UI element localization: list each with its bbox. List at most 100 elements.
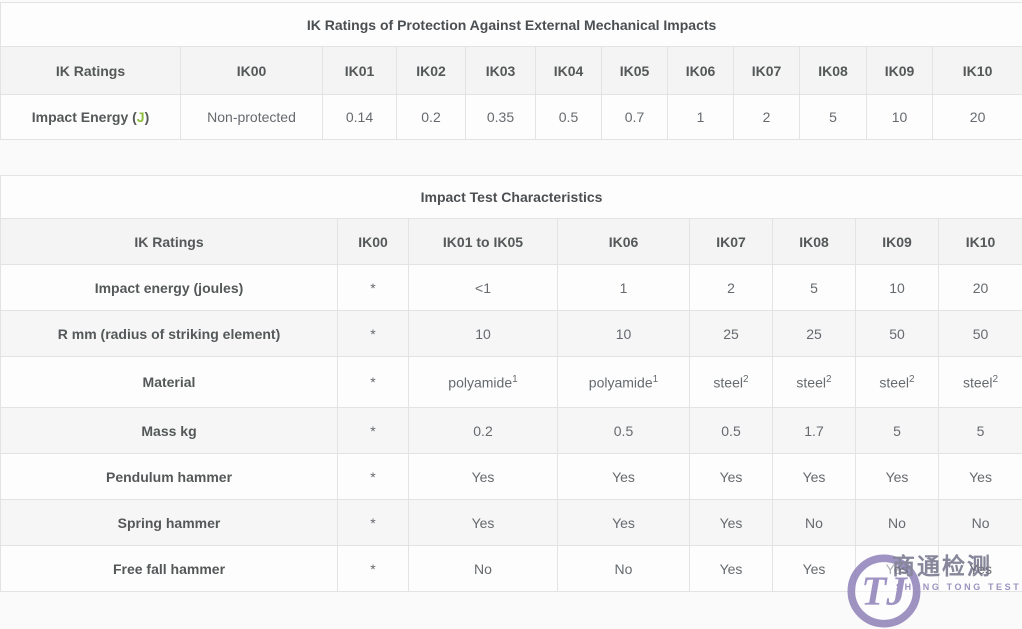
value-cell: 0.7 (602, 95, 668, 140)
value-cell: No (939, 500, 1022, 546)
value-cell: 50 (939, 311, 1022, 357)
header-cell: IK10 (939, 219, 1022, 265)
value-cell: Yes (690, 454, 773, 500)
value-cell: 5 (856, 408, 939, 454)
header-cell: IK07 (690, 219, 773, 265)
table-row: Material * polyamide1 polyamide1 steel2 … (1, 357, 1022, 408)
value-cell: Yes (690, 546, 773, 592)
header-cell: IK08 (800, 47, 867, 95)
header-cell: IK Ratings (1, 219, 338, 265)
table-title-row: IK Ratings of Protection Against Externa… (1, 3, 1022, 47)
value-cell: Yes (409, 454, 558, 500)
row-label: Spring hammer (1, 500, 338, 546)
header-cell: IK00 (338, 219, 409, 265)
header-cell: IK09 (856, 219, 939, 265)
table1-header-row: IK Ratings IK00 IK01 IK02 IK03 IK04 IK05… (1, 47, 1022, 95)
value-cell: steel2 (690, 357, 773, 408)
value-cell: Yes (558, 500, 690, 546)
header-cell: IK00 (181, 47, 323, 95)
value-cell: 20 (933, 95, 1022, 140)
table-row: Free fall hammer * No No Yes Yes Yes Yes (1, 546, 1022, 592)
row-label-text: Impact Energy ( (32, 109, 137, 125)
value-cell: 1 (558, 265, 690, 311)
row-label: Free fall hammer (1, 546, 338, 592)
table-row: Impact energy (joules) * <1 1 2 5 10 20 (1, 265, 1022, 311)
row-label: Impact energy (joules) (1, 265, 338, 311)
row-label-text: ) (145, 109, 150, 125)
header-cell: IK03 (466, 47, 536, 95)
value-cell: Yes (939, 454, 1022, 500)
ik-ratings-table: IK Ratings of Protection Against Externa… (0, 2, 1022, 140)
table-row: Pendulum hammer * Yes Yes Yes Yes Yes Ye… (1, 454, 1022, 500)
header-cell: IK10 (933, 47, 1022, 95)
table-title-row: Impact Test Characteristics (1, 176, 1022, 219)
row-label: Pendulum hammer (1, 454, 338, 500)
joule-unit: J (137, 109, 145, 125)
value-cell: 25 (773, 311, 856, 357)
value-cell: Yes (773, 546, 856, 592)
value-cell: Yes (773, 454, 856, 500)
value-cell: Yes (856, 546, 939, 592)
value-cell: * (338, 500, 409, 546)
value-cell: 0.5 (536, 95, 602, 140)
header-cell: IK04 (536, 47, 602, 95)
header-cell: IK05 (602, 47, 668, 95)
value-cell: 2 (734, 95, 800, 140)
value-cell: Yes (690, 500, 773, 546)
value-cell: * (338, 408, 409, 454)
impact-energy-row: Impact Energy (J) Non-protected 0.14 0.2… (1, 95, 1022, 140)
value-cell: 10 (867, 95, 933, 140)
value-cell: 0.5 (558, 408, 690, 454)
page: IK Ratings of Protection Against Externa… (0, 2, 1022, 592)
header-cell: IK01 (323, 47, 397, 95)
table2-title: Impact Test Characteristics (1, 176, 1022, 219)
table-row: Mass kg * 0.2 0.5 0.5 1.7 5 5 (1, 408, 1022, 454)
header-cell: IK08 (773, 219, 856, 265)
row-label: Impact Energy (J) (1, 95, 181, 140)
value-cell: 20 (939, 265, 1022, 311)
value-cell: No (856, 500, 939, 546)
value-cell: polyamide1 (558, 357, 690, 408)
value-cell: No (558, 546, 690, 592)
table2-header-row: IK Ratings IK00 IK01 to IK05 IK06 IK07 I… (1, 219, 1022, 265)
value-cell: 5 (800, 95, 867, 140)
header-cell: IK06 (668, 47, 734, 95)
header-cell: IK02 (397, 47, 466, 95)
header-cell: IK06 (558, 219, 690, 265)
value-cell: 5 (939, 408, 1022, 454)
value-cell: * (338, 454, 409, 500)
value-cell: 10 (856, 265, 939, 311)
value-cell: * (338, 357, 409, 408)
value-cell: 25 (690, 311, 773, 357)
table-row: Spring hammer * Yes Yes Yes No No No (1, 500, 1022, 546)
table1-title: IK Ratings of Protection Against Externa… (1, 3, 1022, 47)
value-cell: No (773, 500, 856, 546)
value-cell: 0.5 (690, 408, 773, 454)
value-cell: No (409, 546, 558, 592)
header-cell: IK07 (734, 47, 800, 95)
value-cell: 50 (856, 311, 939, 357)
value-cell: Yes (939, 546, 1022, 592)
row-label: R mm (radius of striking element) (1, 311, 338, 357)
value-cell: * (338, 546, 409, 592)
row-label: Mass kg (1, 408, 338, 454)
value-cell: * (338, 265, 409, 311)
value-cell: 0.14 (323, 95, 397, 140)
value-cell: Yes (856, 454, 939, 500)
value-cell: <1 (409, 265, 558, 311)
value-cell: Non-protected (181, 95, 323, 140)
header-cell: IK09 (867, 47, 933, 95)
value-cell: Yes (558, 454, 690, 500)
header-cell: IK Ratings (1, 47, 181, 95)
value-cell: 1.7 (773, 408, 856, 454)
table-row: R mm (radius of striking element) * 10 1… (1, 311, 1022, 357)
value-cell: steel2 (939, 357, 1022, 408)
value-cell: 0.35 (466, 95, 536, 140)
value-cell: 2 (690, 265, 773, 311)
value-cell: polyamide1 (409, 357, 558, 408)
value-cell: 5 (773, 265, 856, 311)
row-label: Material (1, 357, 338, 408)
header-cell: IK01 to IK05 (409, 219, 558, 265)
value-cell: 1 (668, 95, 734, 140)
value-cell: 10 (409, 311, 558, 357)
